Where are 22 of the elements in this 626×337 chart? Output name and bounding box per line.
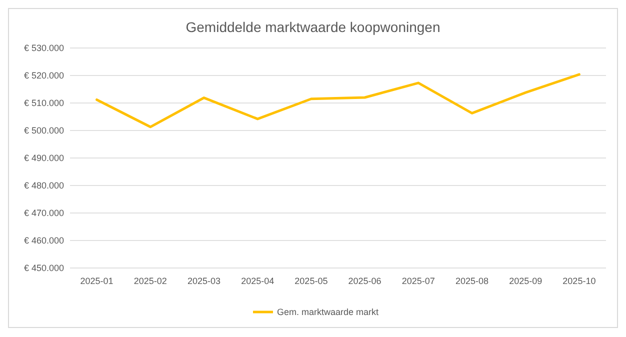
y-tick-label: € 460.000 bbox=[24, 236, 64, 246]
y-tick-label: € 470.000 bbox=[24, 208, 64, 218]
x-tick-label: 2025-02 bbox=[134, 276, 167, 286]
y-tick-label: € 500.000 bbox=[24, 126, 64, 136]
y-tick-label: € 510.000 bbox=[24, 98, 64, 108]
chart-title: Gemiddelde marktwaarde koopwoningen bbox=[186, 19, 440, 35]
x-tick-label: 2025-10 bbox=[562, 276, 596, 286]
legend-label: Gem. marktwaarde markt bbox=[277, 307, 380, 318]
y-tick-label: € 490.000 bbox=[24, 153, 64, 164]
x-tick-label: 2025-03 bbox=[187, 276, 221, 286]
x-tick-label: 2025-08 bbox=[455, 276, 489, 286]
line-series bbox=[96, 73, 580, 128]
x-tick-label: 2025-07 bbox=[402, 276, 435, 286]
x-tick-label: 2025-09 bbox=[509, 276, 542, 286]
y-tick-label: € 480.000 bbox=[24, 180, 64, 191]
x-tick-label: 2025-06 bbox=[348, 276, 382, 286]
x-tick-label: 2025-05 bbox=[294, 276, 328, 286]
x-tick-label: 2025-01 bbox=[80, 276, 114, 286]
y-tick-label: € 520.000 bbox=[24, 70, 64, 81]
y-tick-label: € 450.000 bbox=[24, 263, 64, 274]
y-tick-label: € 530.000 bbox=[24, 43, 64, 54]
x-tick-label: 2025-04 bbox=[241, 276, 274, 286]
